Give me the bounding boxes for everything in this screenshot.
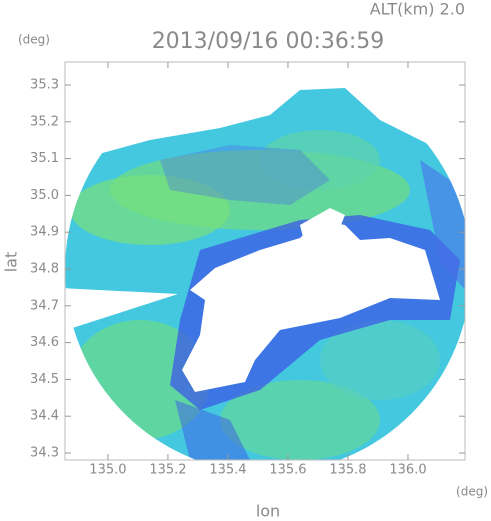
y-tick-label: 35.2 xyxy=(30,114,59,129)
x-tick-label: 135.0 xyxy=(89,463,126,478)
y-tick-label: 34.5 xyxy=(30,372,59,387)
radar-field xyxy=(65,88,465,460)
y-tick-label: 35.1 xyxy=(30,151,59,166)
x-tick-label: 135.2 xyxy=(149,463,186,478)
y-tick-label: 34.3 xyxy=(30,446,59,461)
y-tick-label: 35.0 xyxy=(30,188,59,203)
x-unit: (deg) xyxy=(456,485,488,499)
x-tick-label: 135.4 xyxy=(209,463,246,478)
x-tick-label: 135.8 xyxy=(329,463,366,478)
x-axis-label: lon xyxy=(256,502,280,521)
y-axis-label: lat xyxy=(2,252,21,273)
y-tick-label: 34.8 xyxy=(30,262,59,277)
y-tick-label: 34.6 xyxy=(30,335,59,350)
x-tick-label: 136.0 xyxy=(389,463,426,478)
altitude-label: ALT(km) 2.0 xyxy=(370,0,465,19)
chart-title: 2013/09/16 00:36:59 xyxy=(152,29,385,54)
y-unit: (deg) xyxy=(18,33,50,47)
x-tick-label: 135.6 xyxy=(269,463,306,478)
y-tick-label: 34.7 xyxy=(30,298,59,313)
plot-frame xyxy=(64,61,466,461)
y-tick-label: 35.3 xyxy=(30,78,59,93)
y-tick-label: 34.4 xyxy=(30,409,59,424)
y-tick-label: 34.9 xyxy=(30,225,59,240)
